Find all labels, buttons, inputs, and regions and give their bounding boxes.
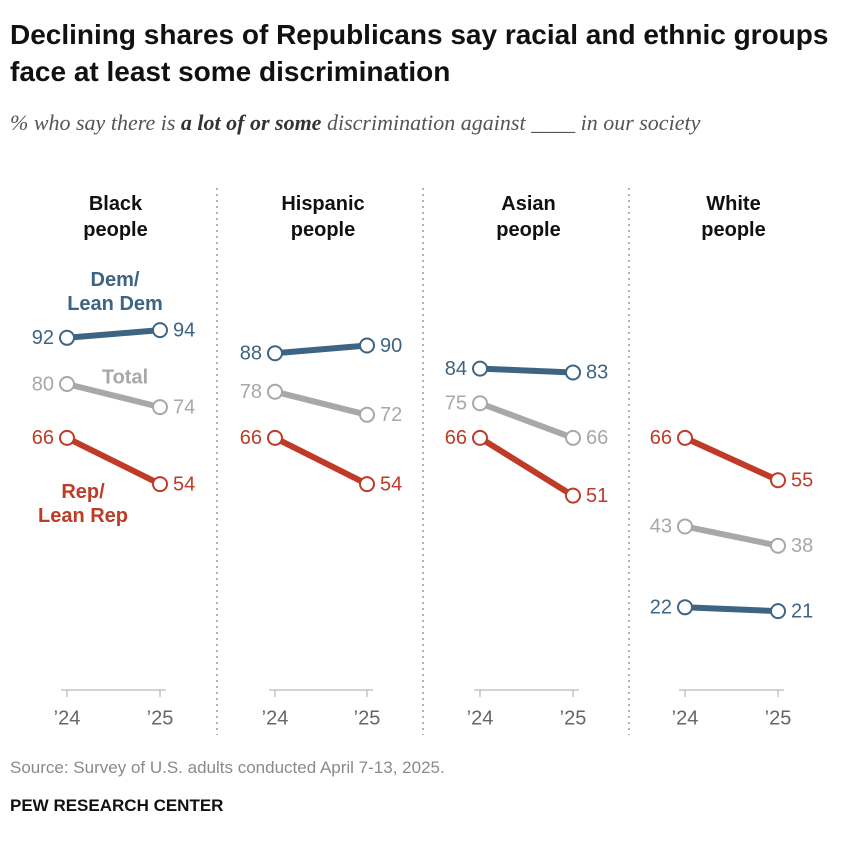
value-label: 74 xyxy=(173,396,195,418)
x-tick-label: ’24 xyxy=(262,707,289,729)
legend-label: Total xyxy=(102,366,148,388)
value-label: 66 xyxy=(586,427,608,449)
point xyxy=(677,599,693,616)
series-line xyxy=(273,435,369,487)
point xyxy=(770,537,786,554)
text-line: people xyxy=(291,219,355,241)
x-tick-label: ’24 xyxy=(672,707,699,729)
panel-title: Asian people xyxy=(496,193,560,241)
x-tick-label: ’24 xyxy=(54,707,81,729)
legend-label: Dem/Lean Dem xyxy=(67,269,163,315)
value-label: 66 xyxy=(240,427,262,449)
point xyxy=(472,360,488,377)
point xyxy=(152,476,168,493)
value-label: 54 xyxy=(173,473,195,495)
text-line: Black xyxy=(89,193,143,215)
value-label: 83 xyxy=(586,362,608,384)
value-label: 75 xyxy=(445,393,467,415)
text-line: Lean Rep xyxy=(38,505,128,527)
value-label: 38 xyxy=(791,535,813,557)
text-line: White xyxy=(706,193,760,215)
series-line xyxy=(683,435,780,483)
x-tick-label: ’25 xyxy=(354,707,381,729)
value-label: 21 xyxy=(791,600,813,622)
series-line xyxy=(684,604,779,615)
legend-label: Rep/Lean Rep xyxy=(38,481,128,527)
point xyxy=(152,322,168,339)
point xyxy=(152,399,168,416)
value-label: 55 xyxy=(791,470,813,492)
text-line: Rep/ xyxy=(61,481,105,503)
text-line: Asian xyxy=(501,193,555,215)
value-label: 72 xyxy=(380,404,402,426)
point xyxy=(677,518,693,535)
series-line xyxy=(65,435,162,487)
text-line: Hispanic xyxy=(281,193,364,215)
series-line xyxy=(479,365,574,376)
value-label: 66 xyxy=(32,427,54,449)
point xyxy=(59,429,75,446)
value-label: 88 xyxy=(240,342,262,364)
point xyxy=(565,364,581,381)
point xyxy=(59,329,75,346)
series-line xyxy=(274,388,368,418)
point xyxy=(565,429,581,446)
value-label: 54 xyxy=(380,473,402,495)
value-label: 43 xyxy=(650,516,672,538)
source: Source: Survey of U.S. adults conducted … xyxy=(10,758,445,777)
point xyxy=(267,383,283,400)
series-line xyxy=(478,435,575,499)
subtitle-text: discrimination against ____ in our socie… xyxy=(321,110,701,135)
x-tick-label: ’25 xyxy=(765,707,792,729)
x-tick-label: ’25 xyxy=(560,707,587,729)
value-label: 66 xyxy=(650,427,672,449)
point xyxy=(267,429,283,446)
series-line xyxy=(478,400,575,441)
text-line: people xyxy=(496,219,560,241)
subtitle: % who say there is a lot of or some disc… xyxy=(10,107,750,139)
series-line xyxy=(274,342,368,357)
text-line: Lean Dem xyxy=(67,293,163,315)
point xyxy=(359,476,375,493)
value-label: 90 xyxy=(380,335,402,357)
point xyxy=(59,376,75,392)
point xyxy=(565,487,581,504)
point xyxy=(267,345,283,362)
point xyxy=(472,429,488,446)
x-tick-label: ’24 xyxy=(467,707,494,729)
panel-title: Hispanic people xyxy=(281,193,364,241)
series-line xyxy=(66,381,161,411)
value-label: 66 xyxy=(445,427,467,449)
value-label: 84 xyxy=(445,358,467,380)
value-label: 78 xyxy=(240,381,262,403)
x-tick-label: ’25 xyxy=(147,707,174,729)
subtitle-emphasis: a lot of or some xyxy=(180,110,322,135)
value-label: 80 xyxy=(32,373,54,395)
point xyxy=(472,395,488,412)
footer: PEW RESEARCH CENTER xyxy=(10,796,224,815)
text-line: people xyxy=(701,219,765,241)
series-line xyxy=(684,523,779,549)
value-label: 94 xyxy=(173,319,195,341)
point xyxy=(359,337,375,354)
value-label: 92 xyxy=(32,327,54,349)
text-line: Dem/ xyxy=(91,269,140,291)
point xyxy=(770,603,786,620)
value-label: 51 xyxy=(586,485,608,507)
subtitle-text: % who say there is xyxy=(10,110,181,135)
panel-title: White people xyxy=(701,193,765,241)
panel-title: Black people xyxy=(83,193,147,241)
value-label: 22 xyxy=(650,597,672,619)
point xyxy=(359,406,375,423)
point xyxy=(770,472,786,489)
text-line: people xyxy=(83,219,147,241)
title: Declining shares of Republicans say raci… xyxy=(10,19,829,87)
point xyxy=(677,429,693,446)
series-line xyxy=(66,327,161,341)
